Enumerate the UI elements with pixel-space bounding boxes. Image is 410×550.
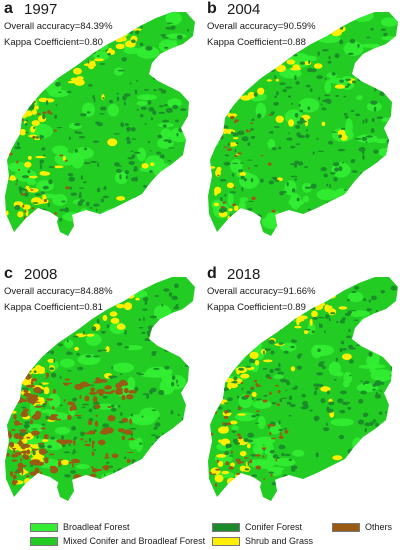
legend-label-shrub: Shrub and Grass [245, 535, 314, 546]
overall-accuracy: Overall accuracy=84.88% [4, 286, 113, 297]
legend-item-shrub: Shrub and Grass [212, 534, 313, 548]
map-1997 [5, 12, 195, 236]
map-panel-b: b 2004 Overall accuracy=90.59% Kappa Coe… [205, 0, 405, 245]
map-panel-a: a 1997 Overall accuracy=84.39% Kappa Coe… [2, 0, 202, 245]
panel-letter: b [207, 0, 217, 17]
legend-item-mixed: Mixed Conifer and Broadleaf Forest [30, 534, 205, 548]
legend-item-conifer: Conifer Forest [212, 520, 302, 534]
map-2004 [208, 12, 398, 236]
panel-year: 2008 [24, 266, 58, 283]
legend-swatch-others [332, 522, 360, 532]
map-2018 [208, 277, 398, 501]
legend-label-others: Others [365, 521, 393, 532]
legend-swatch-mixed [30, 536, 58, 546]
water-body [152, 322, 185, 340]
map-legend: Broadleaf Forest Mixed Conifer and Broad… [0, 510, 410, 550]
water-body [355, 57, 388, 75]
overall-accuracy: Overall accuracy=84.39% [4, 21, 113, 32]
water-body [355, 322, 388, 340]
water-body [152, 57, 185, 75]
panel-year: 2018 [227, 266, 261, 283]
kappa-coefficient: Kappa Coefficient=0.80 [4, 37, 103, 48]
map-panel-d: d 2018 Overall accuracy=91.66% Kappa Coe… [205, 265, 405, 510]
legend-item-others: Others [332, 520, 392, 534]
overall-accuracy: Overall accuracy=91.66% [207, 286, 316, 297]
legend-label-conifer: Conifer Forest [245, 521, 303, 532]
map-2008 [5, 277, 195, 501]
legend-swatch-broadleaf [30, 522, 58, 532]
kappa-coefficient: Kappa Coefficient=0.81 [4, 302, 103, 313]
legend-label-broadleaf: Broadleaf Forest [63, 521, 130, 532]
legend-label-mixed: Mixed Conifer and Broadleaf Forest [63, 535, 206, 546]
kappa-coefficient: Kappa Coefficient=0.89 [207, 302, 306, 313]
panel-letter: c [4, 265, 13, 282]
panel-letter: a [4, 0, 13, 17]
land-cover-layer [5, 12, 195, 236]
overall-accuracy: Overall accuracy=90.59% [207, 21, 316, 32]
panel-year: 2004 [227, 1, 261, 18]
map-panel-c: c 2008 Overall accuracy=84.88% Kappa Coe… [2, 265, 202, 510]
panel-year: 1997 [24, 1, 58, 18]
legend-item-broadleaf: Broadleaf Forest [30, 520, 130, 534]
panel-letter: d [207, 265, 217, 282]
kappa-coefficient: Kappa Coefficient=0.88 [207, 37, 306, 48]
legend-swatch-conifer [212, 522, 240, 532]
legend-swatch-shrub [212, 536, 240, 546]
